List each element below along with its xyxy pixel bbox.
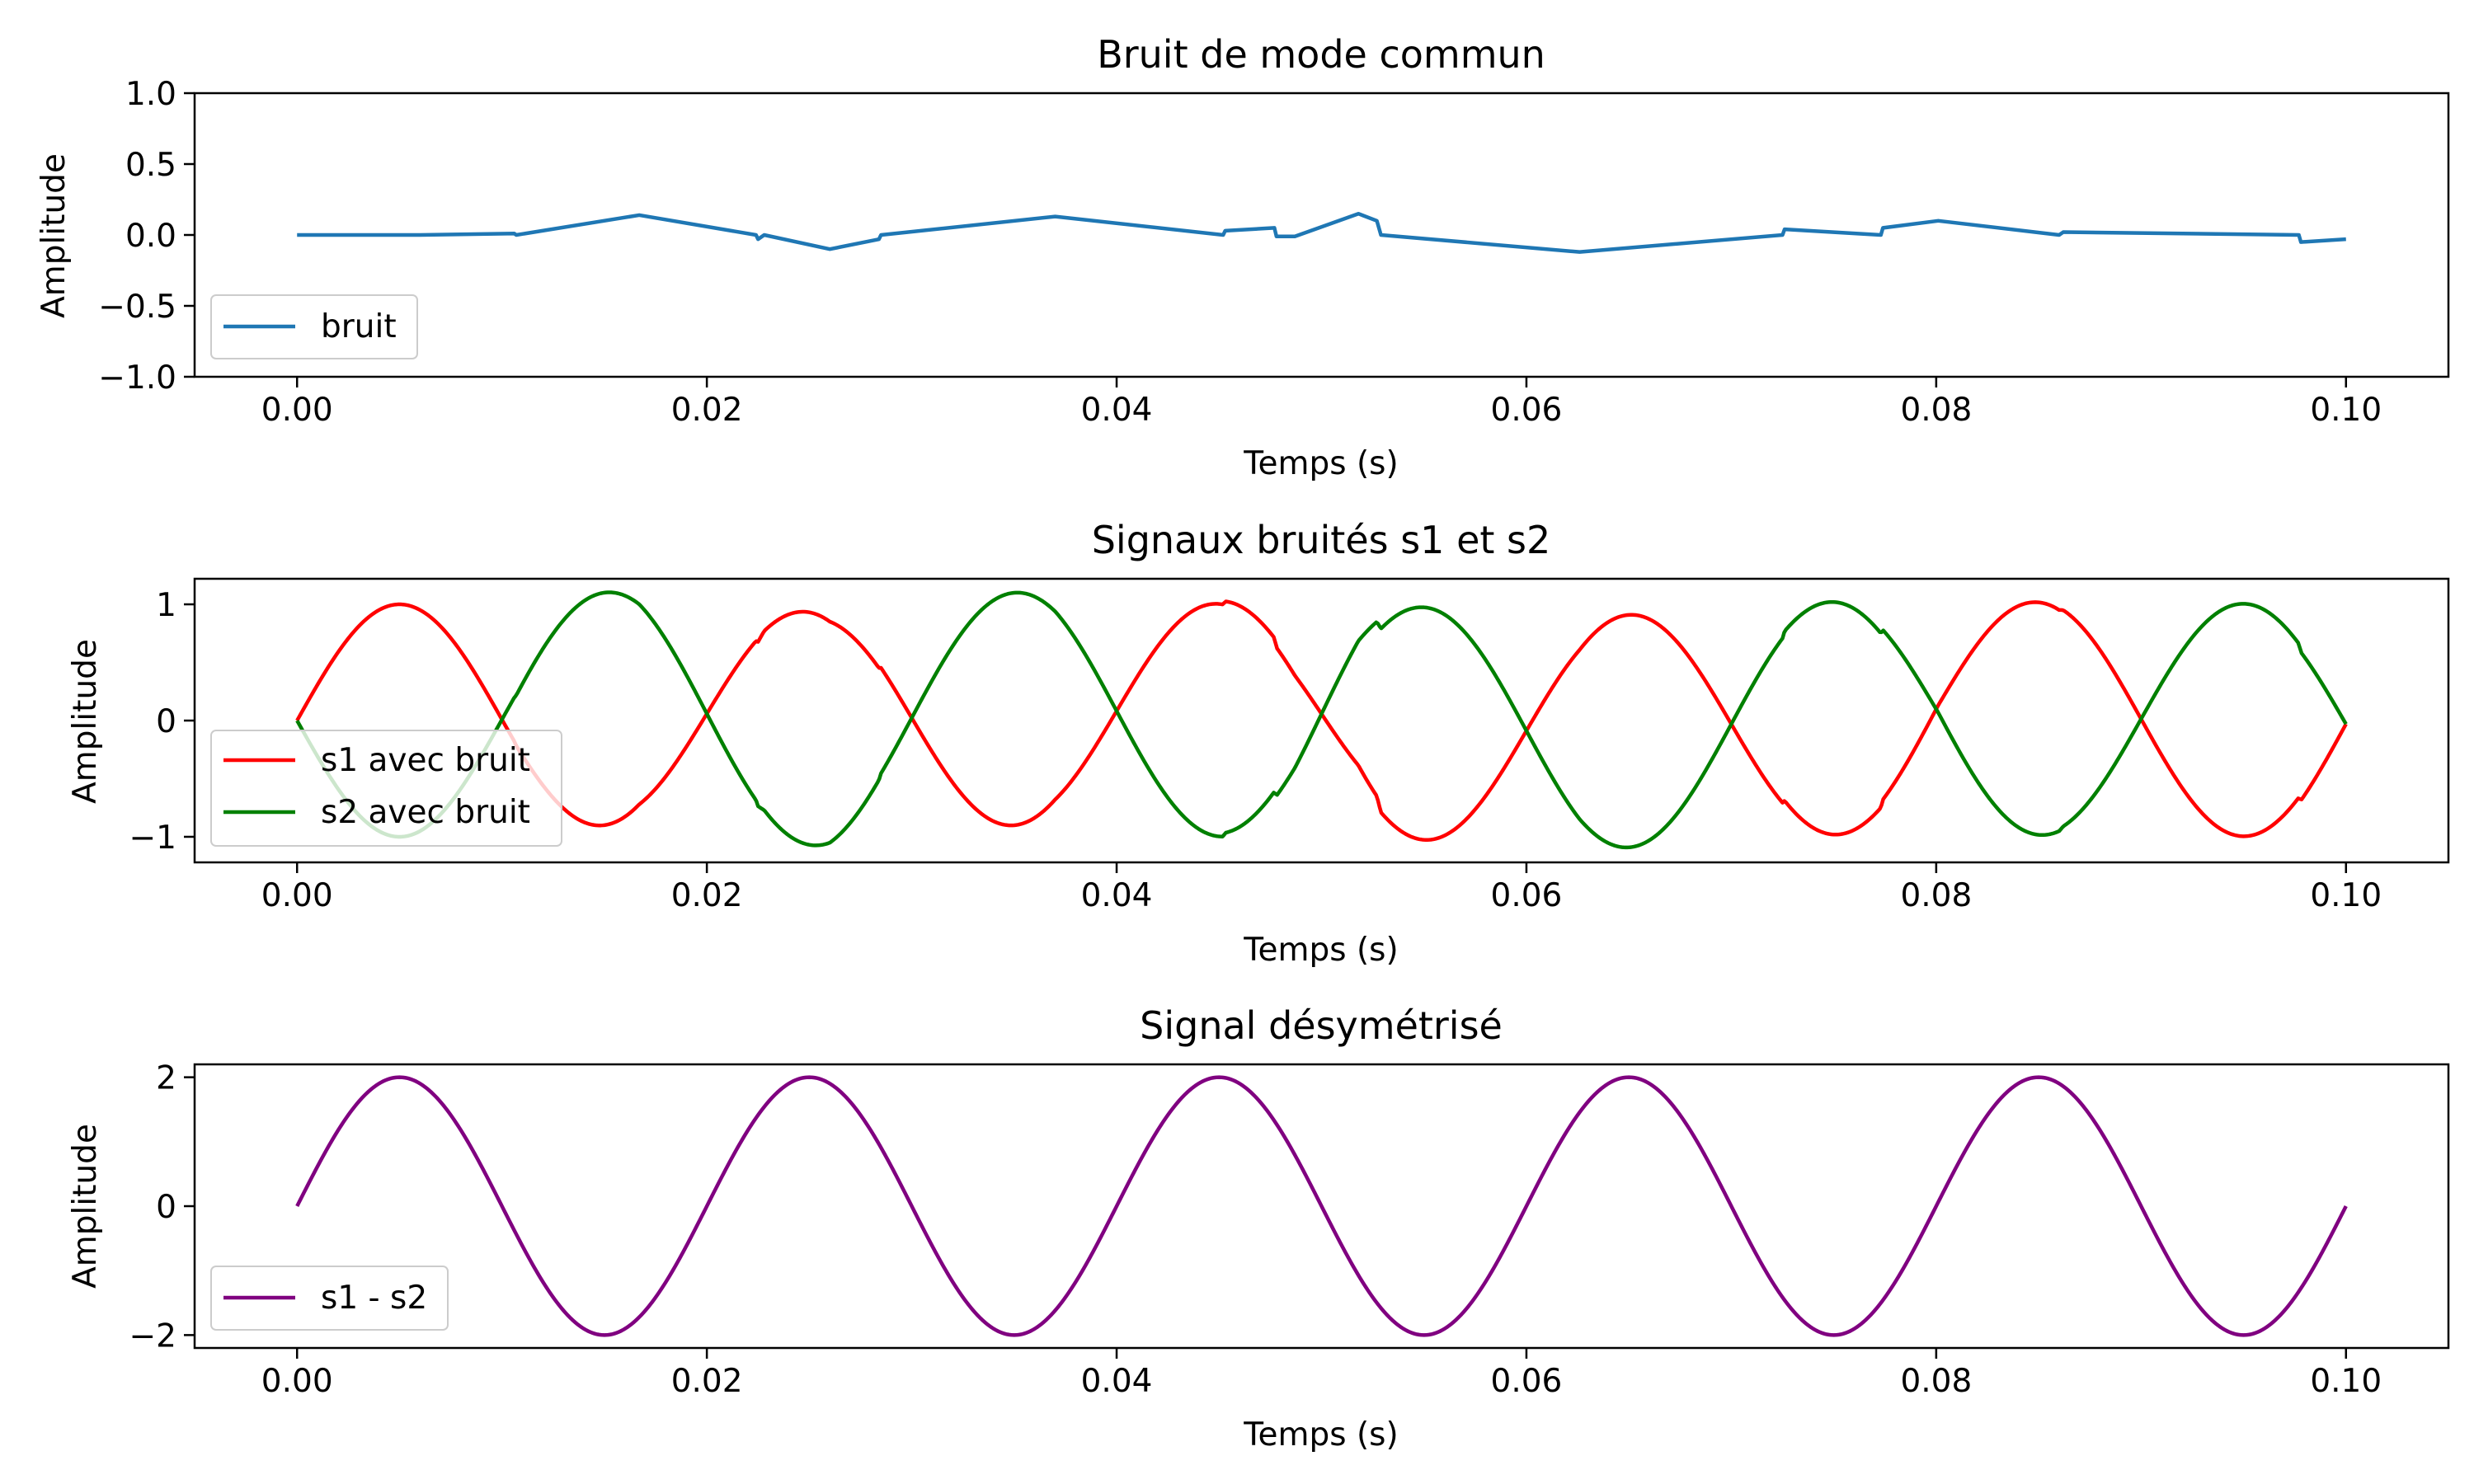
- panel-1-legend: bruit: [211, 295, 417, 359]
- x-tick-label: 0.10: [2310, 1363, 2382, 1400]
- x-tick-label: 0.02: [671, 1363, 743, 1400]
- series-line-s1: [297, 602, 2346, 840]
- panel-1-title: Bruit de mode commun: [1097, 32, 1545, 77]
- panel-3-title: Signal désymétrisé: [1140, 1003, 1503, 1048]
- panel-1-ylabel: Amplitude: [35, 153, 73, 318]
- legend-label-diff: s1 - s2: [321, 1280, 427, 1317]
- x-tick-label: 0.06: [1491, 392, 1563, 429]
- panel-3-xlabel: Temps (s): [1243, 1416, 1398, 1453]
- panel-2-xlabel: Temps (s): [1243, 932, 1398, 969]
- y-tick-label: 0: [156, 1189, 176, 1226]
- x-tick-label: 0.00: [261, 1363, 333, 1400]
- y-tick-label: 2: [156, 1060, 176, 1097]
- legend-label-s2: s2 avec bruit: [321, 794, 530, 831]
- x-tick-label: 0.10: [2310, 392, 2382, 429]
- panel-2-legend: s1 avec bruit s2 avec bruit: [211, 730, 562, 846]
- panel-2-title: Signaux bruités s1 et s2: [1092, 518, 1551, 562]
- panel-desymmetrized-signal: Signal désymétrisé Amplitude Temps (s) 0…: [67, 1003, 2448, 1453]
- x-tick-label: 0.04: [1081, 392, 1153, 429]
- legend-label-s1: s1 avec bruit: [321, 742, 530, 779]
- y-tick-label: 0.0: [125, 218, 176, 255]
- y-tick-label: −0.5: [98, 289, 176, 326]
- legend-label-bruit: bruit: [321, 308, 397, 345]
- panel-3-ylabel: Amplitude: [67, 1124, 104, 1289]
- x-tick-label: 0.00: [261, 877, 333, 914]
- panel-noisy-signals: Signaux bruités s1 et s2 Amplitude Temps…: [67, 518, 2448, 969]
- x-tick-label: 0.08: [1900, 1363, 1972, 1400]
- y-tick-label: −2: [129, 1317, 177, 1355]
- x-tick-label: 0.00: [261, 392, 333, 429]
- y-tick-label: 0.5: [125, 147, 176, 184]
- panel-1-series: [297, 214, 2346, 251]
- panel-3-series: [297, 1078, 2346, 1336]
- panel-1-xlabel: Temps (s): [1243, 445, 1398, 482]
- y-tick-label: −1.0: [98, 359, 176, 397]
- x-tick-label: 0.08: [1900, 392, 1972, 429]
- series-line-diff: [297, 1078, 2346, 1336]
- x-tick-label: 0.10: [2310, 877, 2382, 914]
- panel-2-series: [297, 592, 2346, 847]
- x-tick-label: 0.04: [1081, 1363, 1153, 1400]
- y-tick-label: 1.0: [125, 76, 176, 113]
- x-tick-label: 0.02: [671, 392, 743, 429]
- series-line-bruit: [297, 214, 2346, 251]
- panel-common-mode-noise: Bruit de mode commun Amplitude Temps (s)…: [35, 32, 2448, 482]
- x-tick-label: 0.08: [1900, 877, 1972, 914]
- y-tick-label: 1: [156, 587, 176, 624]
- series-line-s2: [297, 592, 2346, 847]
- y-tick-label: 0: [156, 703, 176, 740]
- panel-1-frame: [195, 93, 2448, 377]
- x-tick-label: 0.06: [1491, 1363, 1563, 1400]
- y-tick-label: −1: [129, 819, 177, 857]
- panel-3-legend: s1 - s2: [211, 1266, 448, 1330]
- x-tick-label: 0.06: [1491, 877, 1563, 914]
- panel-2-ylabel: Amplitude: [67, 639, 104, 804]
- x-tick-label: 0.02: [671, 877, 743, 914]
- x-tick-label: 0.04: [1081, 877, 1153, 914]
